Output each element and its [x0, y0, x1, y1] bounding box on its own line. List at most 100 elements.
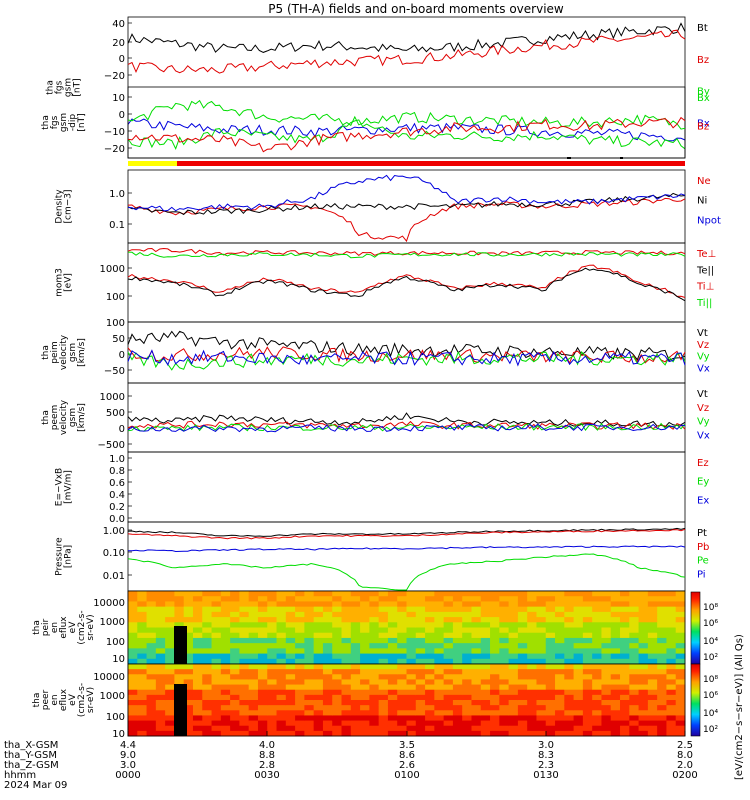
y-tick-label: 0 — [119, 350, 125, 361]
y-tick-label: 0.6 — [109, 478, 125, 489]
heatmap-cell — [555, 725, 565, 732]
heatmap-cell — [415, 601, 426, 608]
heatmap-cell — [573, 627, 584, 634]
heatmap-cell — [183, 601, 194, 608]
heatmap-cell — [341, 591, 352, 597]
heatmap-cell — [230, 658, 240, 665]
heatmap-cell — [415, 606, 426, 613]
heatmap-cell — [657, 643, 667, 649]
heatmap-cell — [341, 694, 352, 701]
heatmap-cell — [350, 720, 361, 727]
heatmap-cell — [332, 653, 343, 660]
heatmap-cell — [220, 653, 231, 660]
heatmap-cell — [555, 684, 565, 691]
heatmap-cell — [165, 715, 175, 722]
heatmap-cell — [601, 720, 612, 727]
heatmap-cell — [155, 664, 166, 670]
heatmap-cell — [666, 710, 677, 716]
heatmap-cell — [452, 720, 463, 727]
heatmap-cell — [360, 658, 370, 665]
heatmap-cell — [165, 694, 175, 701]
heatmap-cell — [406, 669, 417, 675]
heatmap-cell — [146, 725, 157, 732]
heatmap-cell — [592, 653, 602, 660]
heatmap-cell — [508, 637, 519, 644]
heatmap-cell — [397, 658, 407, 665]
heatmap-cell — [257, 674, 268, 680]
heatmap-cell — [341, 617, 352, 623]
heatmap-cell — [155, 674, 166, 680]
heatmap-cell — [620, 725, 630, 732]
heatmap-cell — [517, 627, 528, 634]
heatmap-cell — [276, 627, 287, 634]
heatmap-cell — [304, 606, 315, 613]
heatmap-cell — [267, 632, 278, 639]
heatmap-cell — [499, 627, 510, 634]
heatmap-cell — [573, 648, 584, 655]
heatmap-cell — [657, 725, 667, 732]
heatmap-cell — [471, 664, 482, 670]
heatmap-cell — [332, 627, 343, 634]
heatmap-cell — [471, 700, 482, 706]
heatmap-cell — [202, 679, 213, 686]
panel-frame — [127, 86, 686, 159]
heatmap-cell — [675, 637, 686, 644]
heatmap-cell — [657, 679, 667, 686]
heatmap-cell — [675, 596, 686, 602]
heatmap-cell — [183, 684, 194, 691]
heatmap-cell — [192, 601, 203, 608]
heatmap-cell — [128, 658, 138, 665]
heatmap-cell — [257, 658, 268, 665]
heatmap-cell — [545, 679, 556, 686]
heatmap-cell — [601, 694, 612, 701]
heatmap-cell — [285, 617, 296, 623]
heatmap-cell — [220, 710, 231, 716]
heatmap-cell — [257, 622, 268, 628]
heatmap-cell — [378, 679, 389, 686]
heatmap-cell — [239, 637, 250, 644]
heatmap-cell — [304, 664, 315, 670]
heatmap-cell — [230, 591, 240, 597]
heatmap-cell — [620, 632, 630, 639]
heatmap-cell — [322, 674, 333, 680]
heatmap-cell — [387, 658, 398, 665]
heatmap-cell — [248, 601, 259, 608]
heatmap-cell — [211, 637, 222, 644]
heatmap-cell — [322, 637, 333, 644]
heatmap-cell — [211, 622, 222, 628]
heatmap-cell — [239, 689, 250, 696]
heatmap-cell — [527, 710, 537, 716]
heatmap-cell — [415, 658, 426, 665]
heatmap-cell — [434, 637, 445, 644]
heatmap-cell — [471, 730, 482, 737]
heatmap-cell — [490, 611, 500, 618]
heatmap-cell — [360, 710, 370, 716]
heatmap-cell — [248, 617, 259, 623]
heatmap-cell — [573, 694, 584, 701]
heatmap-cell — [295, 730, 305, 737]
heatmap-cell — [369, 669, 380, 675]
heatmap-cell — [239, 679, 250, 686]
heatmap-cell — [304, 674, 315, 680]
heatmap-cell — [573, 710, 584, 716]
heatmap-cell — [174, 596, 185, 602]
heatmap-cell — [239, 715, 250, 722]
heatmap-cell — [174, 591, 185, 597]
heatmap-cell — [638, 705, 649, 711]
y-axis-label: [km/s] — [77, 338, 87, 367]
heatmap-cell — [332, 658, 343, 665]
y-tick-label: 10 — [112, 729, 125, 740]
heatmap-cell — [257, 679, 268, 686]
heatmap-cell — [304, 658, 315, 665]
heatmap-cell — [629, 679, 640, 686]
heatmap-cell — [536, 710, 547, 716]
heatmap-cell — [471, 725, 482, 732]
heatmap-cell — [471, 596, 482, 602]
heatmap-cell — [657, 653, 667, 660]
heatmap-cell — [350, 715, 361, 722]
heatmap-cell — [369, 705, 380, 711]
heatmap-cell — [220, 694, 231, 701]
heatmap-cell — [406, 632, 417, 639]
heatmap-cell — [313, 700, 324, 706]
